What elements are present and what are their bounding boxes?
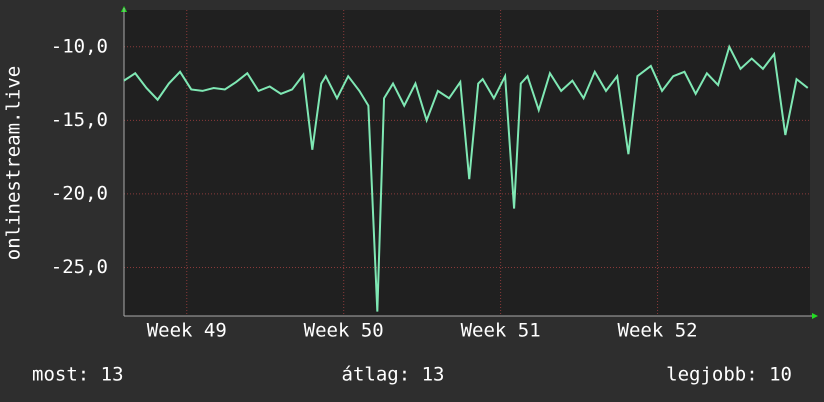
y-axis-label: onlinestream.live — [3, 66, 25, 260]
y-tick-label: -15,0 — [51, 109, 108, 131]
footer-average: átlag: 13 — [342, 364, 445, 386]
data-line — [123, 44, 809, 312]
y-tick-label: -25,0 — [51, 256, 108, 278]
footer-best: legjobb: 10 — [666, 364, 792, 386]
x-tick-label: Week 49 — [147, 320, 227, 342]
footer-current: most: 13 — [32, 364, 124, 386]
x-axis-arrow — [812, 313, 818, 319]
x-tick-label: Week 52 — [618, 320, 698, 342]
x-tick-label: Week 50 — [304, 320, 384, 342]
y-tick-label: -10,0 — [51, 35, 108, 57]
x-tick-label: Week 51 — [461, 320, 541, 342]
y-tick-label: -20,0 — [51, 182, 108, 204]
